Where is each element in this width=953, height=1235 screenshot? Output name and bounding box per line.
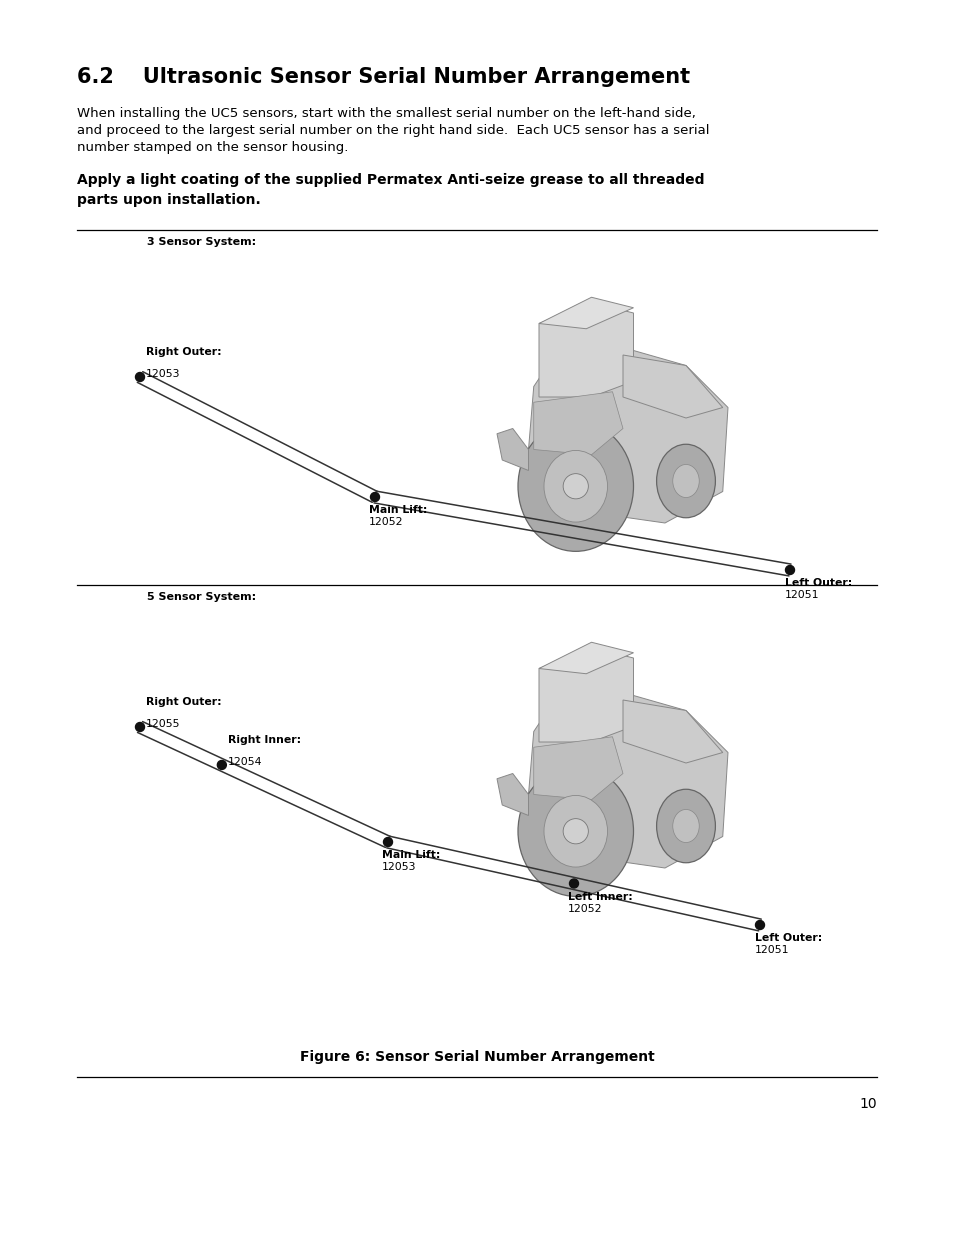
Polygon shape bbox=[538, 642, 633, 674]
Text: 10: 10 bbox=[859, 1097, 876, 1112]
Circle shape bbox=[569, 879, 578, 888]
Polygon shape bbox=[538, 647, 633, 742]
Text: and proceed to the largest serial number on the right hand side.  Each UC5 senso: and proceed to the largest serial number… bbox=[77, 124, 709, 137]
Ellipse shape bbox=[517, 766, 633, 897]
Text: Left Outer:: Left Outer: bbox=[784, 578, 851, 588]
Text: number stamped on the sensor housing.: number stamped on the sensor housing. bbox=[77, 141, 348, 154]
Text: 12051: 12051 bbox=[754, 945, 789, 955]
Polygon shape bbox=[497, 773, 528, 815]
Text: Left Inner:: Left Inner: bbox=[567, 892, 632, 902]
Text: 12055: 12055 bbox=[146, 719, 180, 729]
Text: 6.2    Ultrasonic Sensor Serial Number Arrangement: 6.2 Ultrasonic Sensor Serial Number Arra… bbox=[77, 67, 689, 86]
Polygon shape bbox=[528, 689, 727, 868]
Text: 12053: 12053 bbox=[146, 369, 180, 379]
Circle shape bbox=[217, 761, 226, 769]
Text: parts upon installation.: parts upon installation. bbox=[77, 193, 260, 207]
Ellipse shape bbox=[656, 789, 715, 863]
Text: When installing the UC5 sensors, start with the smallest serial number on the le: When installing the UC5 sensors, start w… bbox=[77, 107, 695, 120]
Ellipse shape bbox=[672, 809, 699, 842]
Text: Right Inner:: Right Inner: bbox=[228, 735, 300, 745]
Polygon shape bbox=[538, 298, 633, 329]
Polygon shape bbox=[622, 700, 722, 763]
Polygon shape bbox=[538, 303, 633, 396]
Circle shape bbox=[755, 920, 763, 930]
Text: Figure 6: Sensor Serial Number Arrangement: Figure 6: Sensor Serial Number Arrangeme… bbox=[299, 1050, 654, 1065]
Text: Apply a light coating of the supplied Permatex Anti-seize grease to all threaded: Apply a light coating of the supplied Pe… bbox=[77, 173, 703, 186]
Text: 5 Sensor System:: 5 Sensor System: bbox=[147, 592, 255, 601]
Text: 3 Sensor System:: 3 Sensor System: bbox=[147, 237, 255, 247]
Circle shape bbox=[383, 837, 392, 846]
Text: Right Outer:: Right Outer: bbox=[146, 347, 221, 357]
Text: 12051: 12051 bbox=[784, 590, 819, 600]
Polygon shape bbox=[497, 429, 528, 471]
Circle shape bbox=[135, 373, 144, 382]
Text: Main Lift:: Main Lift: bbox=[381, 850, 440, 860]
Circle shape bbox=[562, 819, 588, 844]
Ellipse shape bbox=[656, 445, 715, 517]
Text: 12052: 12052 bbox=[369, 517, 403, 527]
Text: 12052: 12052 bbox=[567, 904, 602, 914]
Polygon shape bbox=[533, 737, 622, 800]
Ellipse shape bbox=[672, 464, 699, 498]
Ellipse shape bbox=[543, 451, 607, 522]
Circle shape bbox=[784, 566, 794, 574]
Text: Right Outer:: Right Outer: bbox=[146, 697, 221, 706]
Text: Main Lift:: Main Lift: bbox=[369, 505, 427, 515]
Polygon shape bbox=[622, 354, 722, 417]
Polygon shape bbox=[533, 391, 622, 454]
Text: Left Outer:: Left Outer: bbox=[754, 932, 821, 944]
Ellipse shape bbox=[517, 421, 633, 551]
Ellipse shape bbox=[543, 795, 607, 867]
Polygon shape bbox=[528, 345, 727, 522]
Circle shape bbox=[370, 493, 379, 501]
Text: 12054: 12054 bbox=[228, 757, 262, 767]
Circle shape bbox=[562, 474, 588, 499]
Circle shape bbox=[135, 722, 144, 731]
Text: 12053: 12053 bbox=[381, 862, 416, 872]
